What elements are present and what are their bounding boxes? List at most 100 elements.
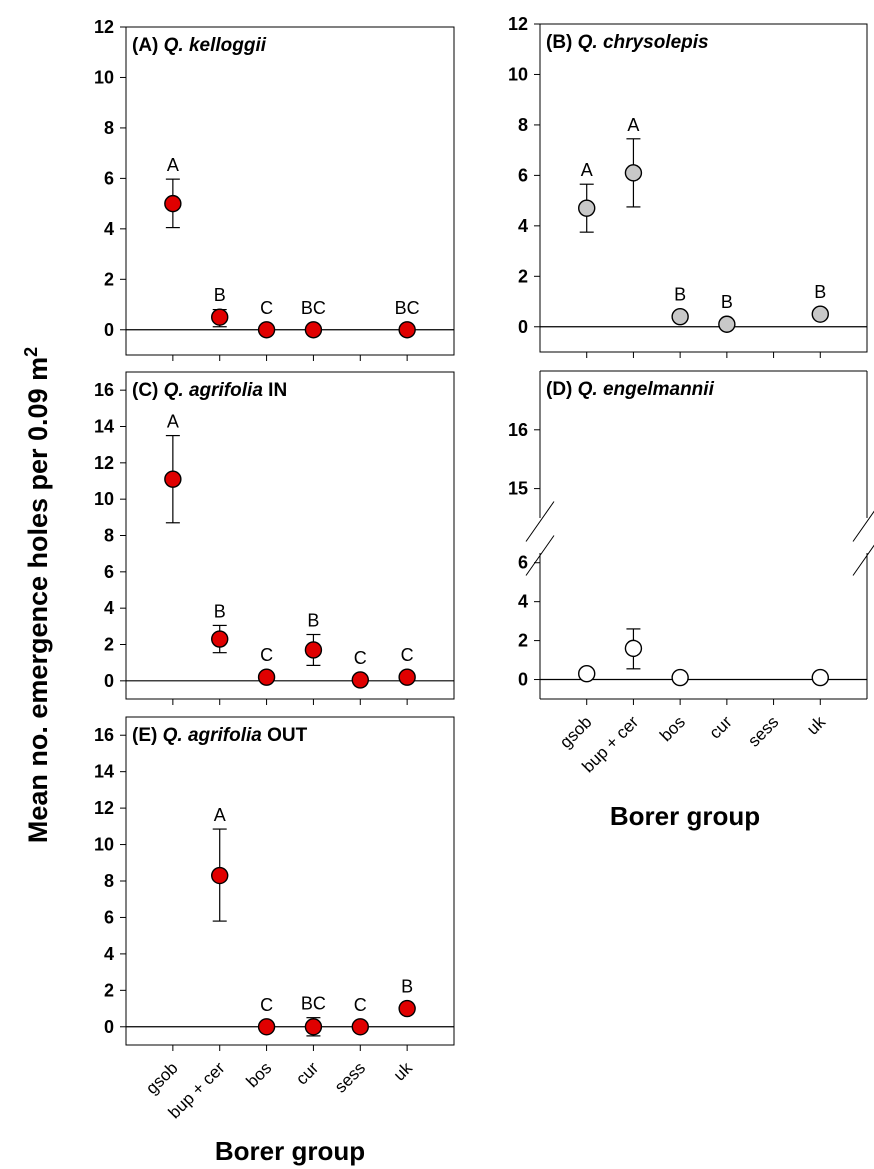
y-tick-label: 6 [104,907,114,927]
significance-letter: B [721,292,733,312]
panel-title-species: Q. agrifolia [163,725,263,746]
plot-frame [125,26,455,356]
significance-letter: A [214,805,226,825]
x-tick-label: cur [706,712,736,742]
y-tick-label: 4 [104,944,114,964]
panel-title: (D) Q. engelmannii [546,379,715,400]
panel-title-label: (C) [132,380,164,401]
panel-title-species: Q. agrifolia [164,380,264,401]
y-tick-label: 0 [518,317,528,337]
data-point [398,321,416,339]
data-point [671,668,689,687]
y-tick-label: 8 [104,526,114,546]
panel-title: (B) Q. chrysolepis [546,32,709,53]
y-tick-label: 10 [94,67,114,87]
x-tick-label: bos [656,712,689,745]
significance-letter: A [167,412,179,432]
axis-break-mark [852,510,874,542]
x-tick-label: uk [390,1058,416,1084]
data-point [624,639,643,658]
significance-letter: C [260,995,273,1015]
panel-title-label: (B) [546,32,578,53]
x-axis-title-bottom: Borer group [215,1136,365,1166]
y-tick-label: 0 [104,671,114,691]
y-tick-label: 16 [508,420,528,440]
y-tick-label: 0 [104,320,114,340]
x-tick-label: cur [292,1058,322,1088]
significance-letter: A [627,115,639,135]
y-tick-label: 12 [94,453,114,473]
y-axis-title: Mean no. emergence holes per 0.09 m2 [21,347,53,843]
axis-break-mark [525,535,555,576]
y-tick-label: 10 [94,489,114,509]
y-tick-label: 6 [518,553,528,573]
axis-break-mark [852,544,874,576]
significance-letter: A [581,160,593,180]
y-tick-label: 4 [518,592,528,612]
data-point [671,307,689,326]
data-point [811,305,829,323]
x-tick-label: bos [243,1058,276,1091]
y-tick-label: 14 [94,762,114,782]
significance-letter: BC [395,298,420,318]
panel-title: (E) Q. agrifolia OUT [132,725,308,746]
y-tick-label: 12 [94,17,114,37]
significance-letter: C [401,645,414,665]
panel-title-label: (D) [546,379,578,400]
data-point [257,321,276,339]
significance-letter: C [260,645,273,665]
y-tick-label: 12 [94,798,114,818]
data-point [398,999,416,1018]
data-point [211,630,229,648]
x-tick-label: sess [744,712,782,750]
data-point [398,668,416,686]
data-point [164,194,182,213]
x-axis-title-right: Borer group [610,801,760,831]
panel-title-species: Q. kelloggii [164,35,267,56]
y-tick-label: 0 [518,670,528,690]
panel-title-species: Q. chrysolepis [578,32,709,53]
data-point [351,671,369,689]
y-tick-label: 10 [94,835,114,855]
significance-letter: B [307,611,319,631]
y-tick-label: 8 [518,115,528,135]
significance-letter: C [354,648,367,668]
panel-title-label: (E) [132,725,163,746]
data-point [811,668,829,687]
y-axis-title-main: Mean no. emergence holes per 0.09 m [23,357,53,843]
y-tick-label: 8 [104,871,114,891]
y-tick-label: 10 [508,64,528,84]
significance-letter: B [214,285,226,305]
y-tick-label: 4 [104,219,114,239]
panel-title: (A) Q. kelloggii [132,35,267,56]
data-point [304,321,323,339]
significance-letter: C [260,298,273,318]
data-point [351,1018,369,1036]
y-tick-label: 14 [94,417,114,437]
data-point [211,866,229,885]
y-tick-label: 2 [104,980,114,1000]
y-tick-label: 2 [518,266,528,286]
data-point [624,164,643,182]
significance-letter: B [401,977,413,997]
y-axis-title-superscript: 2 [21,347,41,357]
panel-title-species: Q. engelmannii [578,379,715,400]
data-point [257,668,276,686]
y-tick-label: 6 [104,562,114,582]
x-tick-label: uk [803,712,829,738]
data-point [257,1018,276,1036]
x-tick-label: gsob [556,712,596,752]
significance-letter: A [167,155,179,175]
y-tick-label: 8 [104,118,114,138]
panel-c: 0 2 4 6 8 10 12 14 16 (C) Q. agrifolia IN A B C B C C [94,371,455,705]
y-tick-label: 0 [104,1017,114,1037]
y-tick-label: 2 [104,269,114,289]
y-tick-label: 6 [518,165,528,185]
panel-title-label: (A) [132,35,164,56]
panel-title-suffix: IN [263,380,287,401]
data-point [164,470,182,488]
